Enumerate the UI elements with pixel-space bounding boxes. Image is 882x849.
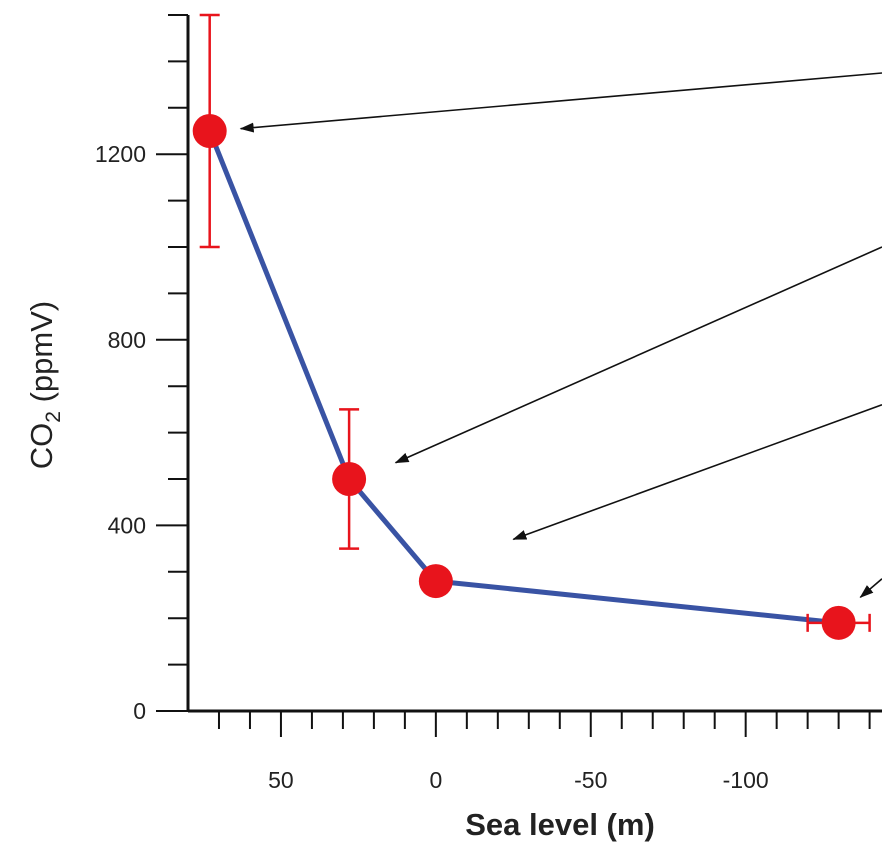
x-tick-label: 50 [268, 767, 294, 793]
y-axis-label-main: CO [24, 423, 59, 470]
x-axis-label: Sea level (m) [465, 807, 655, 842]
y-axis-label: CO2 (ppmV) [24, 301, 65, 469]
annotation-arrow [512, 404, 882, 541]
y-tick-label: 400 [108, 512, 146, 538]
y-tick-label: 800 [108, 327, 146, 353]
x-tick-label: -100 [723, 767, 769, 793]
annotations [239, 72, 882, 598]
series-line [207, 130, 839, 626]
data-point [418, 564, 453, 599]
y-axis-label-subscript: 2 [42, 411, 65, 423]
axis-labels: Sea level (m) CO2 (ppmV) [24, 301, 655, 842]
annotation-arrow [239, 72, 882, 133]
x-tick-label: 0 [429, 767, 442, 793]
data-point [332, 462, 367, 496]
y-axis-label-unit: (ppmV) [24, 301, 59, 411]
x-tick-label: -50 [574, 767, 607, 793]
annotation-arrow [859, 578, 882, 598]
data-series [192, 13, 871, 640]
axes: 0 400 800 1200 50 0 -50 -100 [95, 14, 882, 793]
data-point [821, 605, 856, 640]
data-point [192, 114, 227, 148]
y-tick-label: 1200 [95, 141, 146, 167]
y-tick-label: 0 [133, 698, 146, 724]
annotation-arrow [394, 246, 882, 464]
